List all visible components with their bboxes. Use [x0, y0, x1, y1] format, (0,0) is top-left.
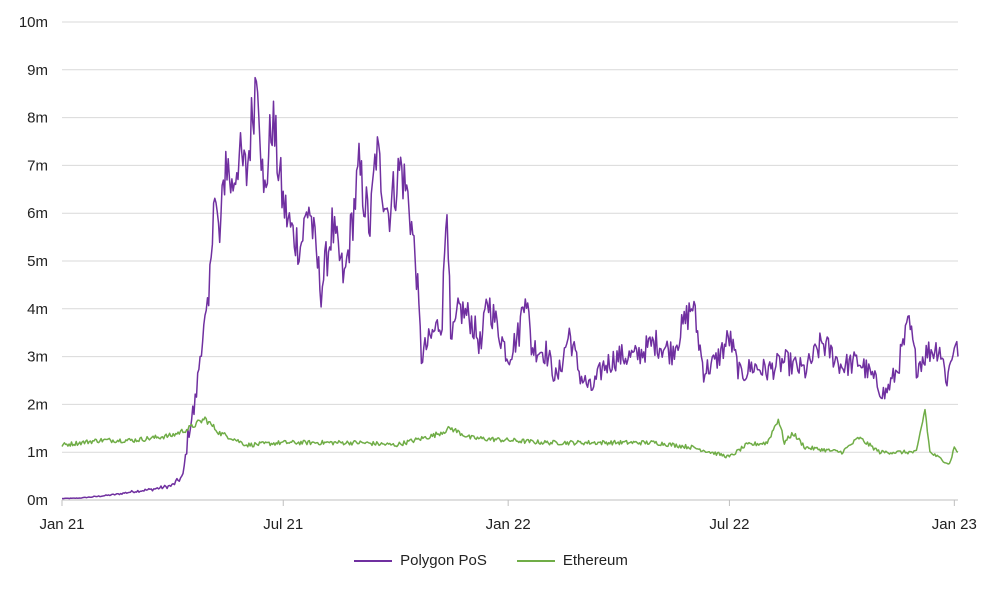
y-tick-label: 3m: [27, 349, 48, 366]
series-lines: [61, 76, 959, 500]
x-tick-label: Jan 22: [486, 516, 531, 533]
y-tick-label: 6m: [27, 205, 48, 222]
legend-item-polygon: Polygon PoS: [354, 552, 487, 569]
legend: Polygon PoS Ethereum: [0, 552, 982, 569]
legend-swatch-polygon: [354, 559, 393, 562]
x-tick-label: Jul 22: [709, 516, 749, 533]
x-tick-label: Jan 21: [39, 516, 84, 533]
y-tick-label: 10m: [19, 14, 48, 31]
y-tick-label: 7m: [27, 157, 48, 174]
gridlines: [62, 21, 958, 453]
series-line-polygon-pos: [61, 76, 959, 500]
y-tick-label: 1m: [27, 444, 48, 461]
y-axis-labels: 0m 1m 2m 3m 4m 5m 6m 7m 8m 9m 10m: [19, 14, 48, 509]
series-line-ethereum: [61, 408, 959, 465]
y-tick-label: 4m: [27, 301, 48, 318]
y-tick-label: 9m: [27, 62, 48, 79]
x-tick-label: Jan 23: [932, 516, 977, 533]
legend-item-ethereum: Ethereum: [516, 552, 628, 569]
legend-label-polygon: Polygon PoS: [400, 552, 487, 569]
legend-label-ethereum: Ethereum: [562, 552, 628, 569]
legend-swatch-ethereum: [516, 559, 555, 562]
x-axis: Jan 21 Jul 21 Jan 22 Jul 22 Jan 23: [39, 499, 977, 533]
y-tick-label: 2m: [27, 396, 48, 413]
y-tick-label: 0m: [27, 492, 48, 509]
x-tick-label: Jul 21: [263, 516, 303, 533]
y-tick-label: 5m: [27, 253, 48, 270]
y-tick-label: 8m: [27, 110, 48, 127]
